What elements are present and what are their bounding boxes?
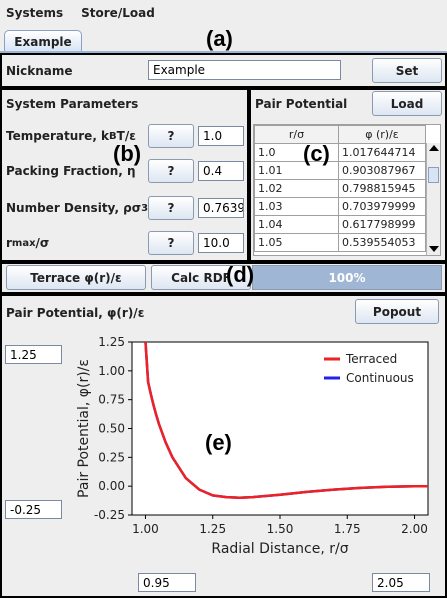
table-cell-r[interactable]: 1.02 — [254, 179, 339, 198]
table-header-row: r/σ φ (r)/ε — [254, 125, 426, 144]
parameter-label: Packing Fraction, η — [6, 164, 136, 178]
parameter-label: Temperature, k B T/ε — [6, 129, 136, 143]
x-tick-label: 1.75 — [334, 522, 361, 536]
table-row[interactable]: 1.01 0.903087967 — [254, 161, 426, 180]
xmax-field[interactable] — [372, 573, 430, 592]
parameter-help-button[interactable]: ? — [148, 124, 194, 148]
menu-bar: Systems Store/Load — [0, 0, 447, 26]
table-scrollbar[interactable] — [426, 143, 440, 255]
pair-potential-chart: 1.25 1.00 0.75 0.50 0.25 0.00 -0.25 1.00 1.25 1.5… — [76, 335, 429, 557]
x-tick-label: 1.25 — [199, 522, 226, 536]
menu-store-load[interactable]: Store/Load — [81, 6, 155, 20]
table-cell-r[interactable]: 1.05 — [254, 233, 339, 252]
legend-box — [320, 346, 424, 388]
pair-potential-title: Pair Potential — [255, 97, 348, 111]
table-row[interactable]: 1.04 0.617798999 — [254, 215, 426, 234]
load-button[interactable]: Load — [372, 91, 442, 116]
system-parameters-title: System Parameters — [6, 97, 139, 111]
progress-bar: 100% — [252, 265, 442, 290]
table-cell-r[interactable]: 1.03 — [254, 197, 339, 216]
y-tick-label: 0.00 — [98, 479, 125, 493]
table-row[interactable]: 1.05 0.539554053 — [254, 233, 426, 252]
x-axis-label: Radial Distance, r/σ — [211, 541, 348, 557]
nickname-label: Nickname — [6, 64, 73, 78]
y-tick-label: 0.50 — [98, 422, 125, 436]
pair-potential-table[interactable]: r/σ φ (r)/ε 1.0 1.017644714 1.01 0.90308796… — [253, 124, 441, 256]
annotation-d: (d) — [226, 262, 255, 287]
parameter-help-button[interactable]: ? — [148, 196, 194, 220]
set-button[interactable]: Set — [372, 58, 442, 83]
y-tick-label: 0.25 — [98, 450, 125, 464]
parameter-label: Number Density, ρσ 3 — [6, 201, 149, 215]
table-header-r[interactable]: r/σ — [254, 125, 339, 144]
annotation-b: (b) — [113, 141, 142, 166]
nickname-section — [0, 53, 447, 88]
annotation-a: (a) — [206, 26, 233, 51]
parameter-value-field[interactable] — [198, 233, 244, 253]
parameter-label: r max/σ — [6, 236, 50, 250]
annotation-e: (e) — [205, 430, 232, 455]
actions-section — [0, 262, 447, 294]
scroll-up-arrow-icon[interactable] — [429, 145, 439, 151]
table-row[interactable]: 1.03 0.703979999 — [254, 197, 426, 216]
tab-example[interactable]: Example — [4, 30, 82, 52]
table-cell-phi[interactable]: 0.617798999 — [338, 215, 426, 234]
parameter-value-field[interactable] — [198, 126, 244, 146]
nickname-field[interactable] — [148, 60, 341, 80]
table-cell-r[interactable]: 1.0 — [254, 143, 339, 162]
table-cell-phi[interactable]: 0.703979999 — [338, 197, 426, 216]
tab-divider — [0, 51, 447, 53]
scroll-down-arrow-icon[interactable] — [429, 246, 439, 252]
y-tick-label: 1.25 — [98, 335, 125, 349]
y-axis-label: Pair Potential, φ(r)/ε — [76, 359, 92, 498]
legend-label: Terraced — [345, 352, 397, 366]
series-terraced-line — [144, 342, 428, 499]
parameter-help-button[interactable]: ? — [148, 231, 194, 255]
x-tick-label: 1.00 — [132, 522, 159, 536]
y-tick-label: -0.25 — [94, 508, 125, 522]
x-tick-label: 2.00 — [401, 522, 428, 536]
table-cell-phi[interactable]: 0.903087967 — [338, 161, 426, 180]
table-cell-phi[interactable]: 0.539554053 — [338, 233, 426, 252]
popout-button[interactable]: Popout — [355, 299, 439, 324]
ymin-field[interactable] — [5, 500, 62, 519]
y-tick-label: 0.75 — [98, 393, 125, 407]
pair-potential-section — [249, 88, 447, 262]
ymax-field[interactable] — [5, 345, 62, 364]
calc-rdf-button[interactable]: Calc RDF — [151, 265, 251, 290]
annotation-c: (c) — [303, 141, 330, 166]
table-cell-phi[interactable]: 1.017644714 — [338, 143, 426, 162]
plot-panel-title: Pair Potential, φ(r)/ε — [6, 306, 145, 320]
table-cell-phi[interactable]: 0.798815945 — [338, 179, 426, 198]
table-row[interactable]: 1.02 0.798815945 — [254, 179, 426, 198]
system-parameters-section — [0, 88, 249, 262]
table-row[interactable]: 1.0 1.017644714 — [254, 143, 426, 162]
table-cell-r[interactable]: 1.01 — [254, 161, 339, 180]
plot-section — [0, 294, 447, 598]
table-cell-r[interactable]: 1.04 — [254, 215, 339, 234]
xmin-field[interactable] — [138, 573, 196, 592]
scroll-thumb[interactable] — [428, 167, 439, 183]
y-tick-label: 1.00 — [98, 364, 125, 378]
parameter-help-button[interactable]: ? — [148, 159, 194, 183]
parameter-value-field[interactable] — [198, 198, 244, 218]
table-header-phi[interactable]: φ (r)/ε — [338, 125, 426, 144]
terrace-button[interactable]: Terrace φ(r)/ε — [6, 265, 146, 290]
legend-label: Continuous — [346, 371, 414, 385]
parameter-value-field[interactable] — [198, 161, 244, 181]
menu-systems[interactable]: Systems — [6, 6, 64, 20]
x-tick-label: 1.50 — [267, 522, 294, 536]
